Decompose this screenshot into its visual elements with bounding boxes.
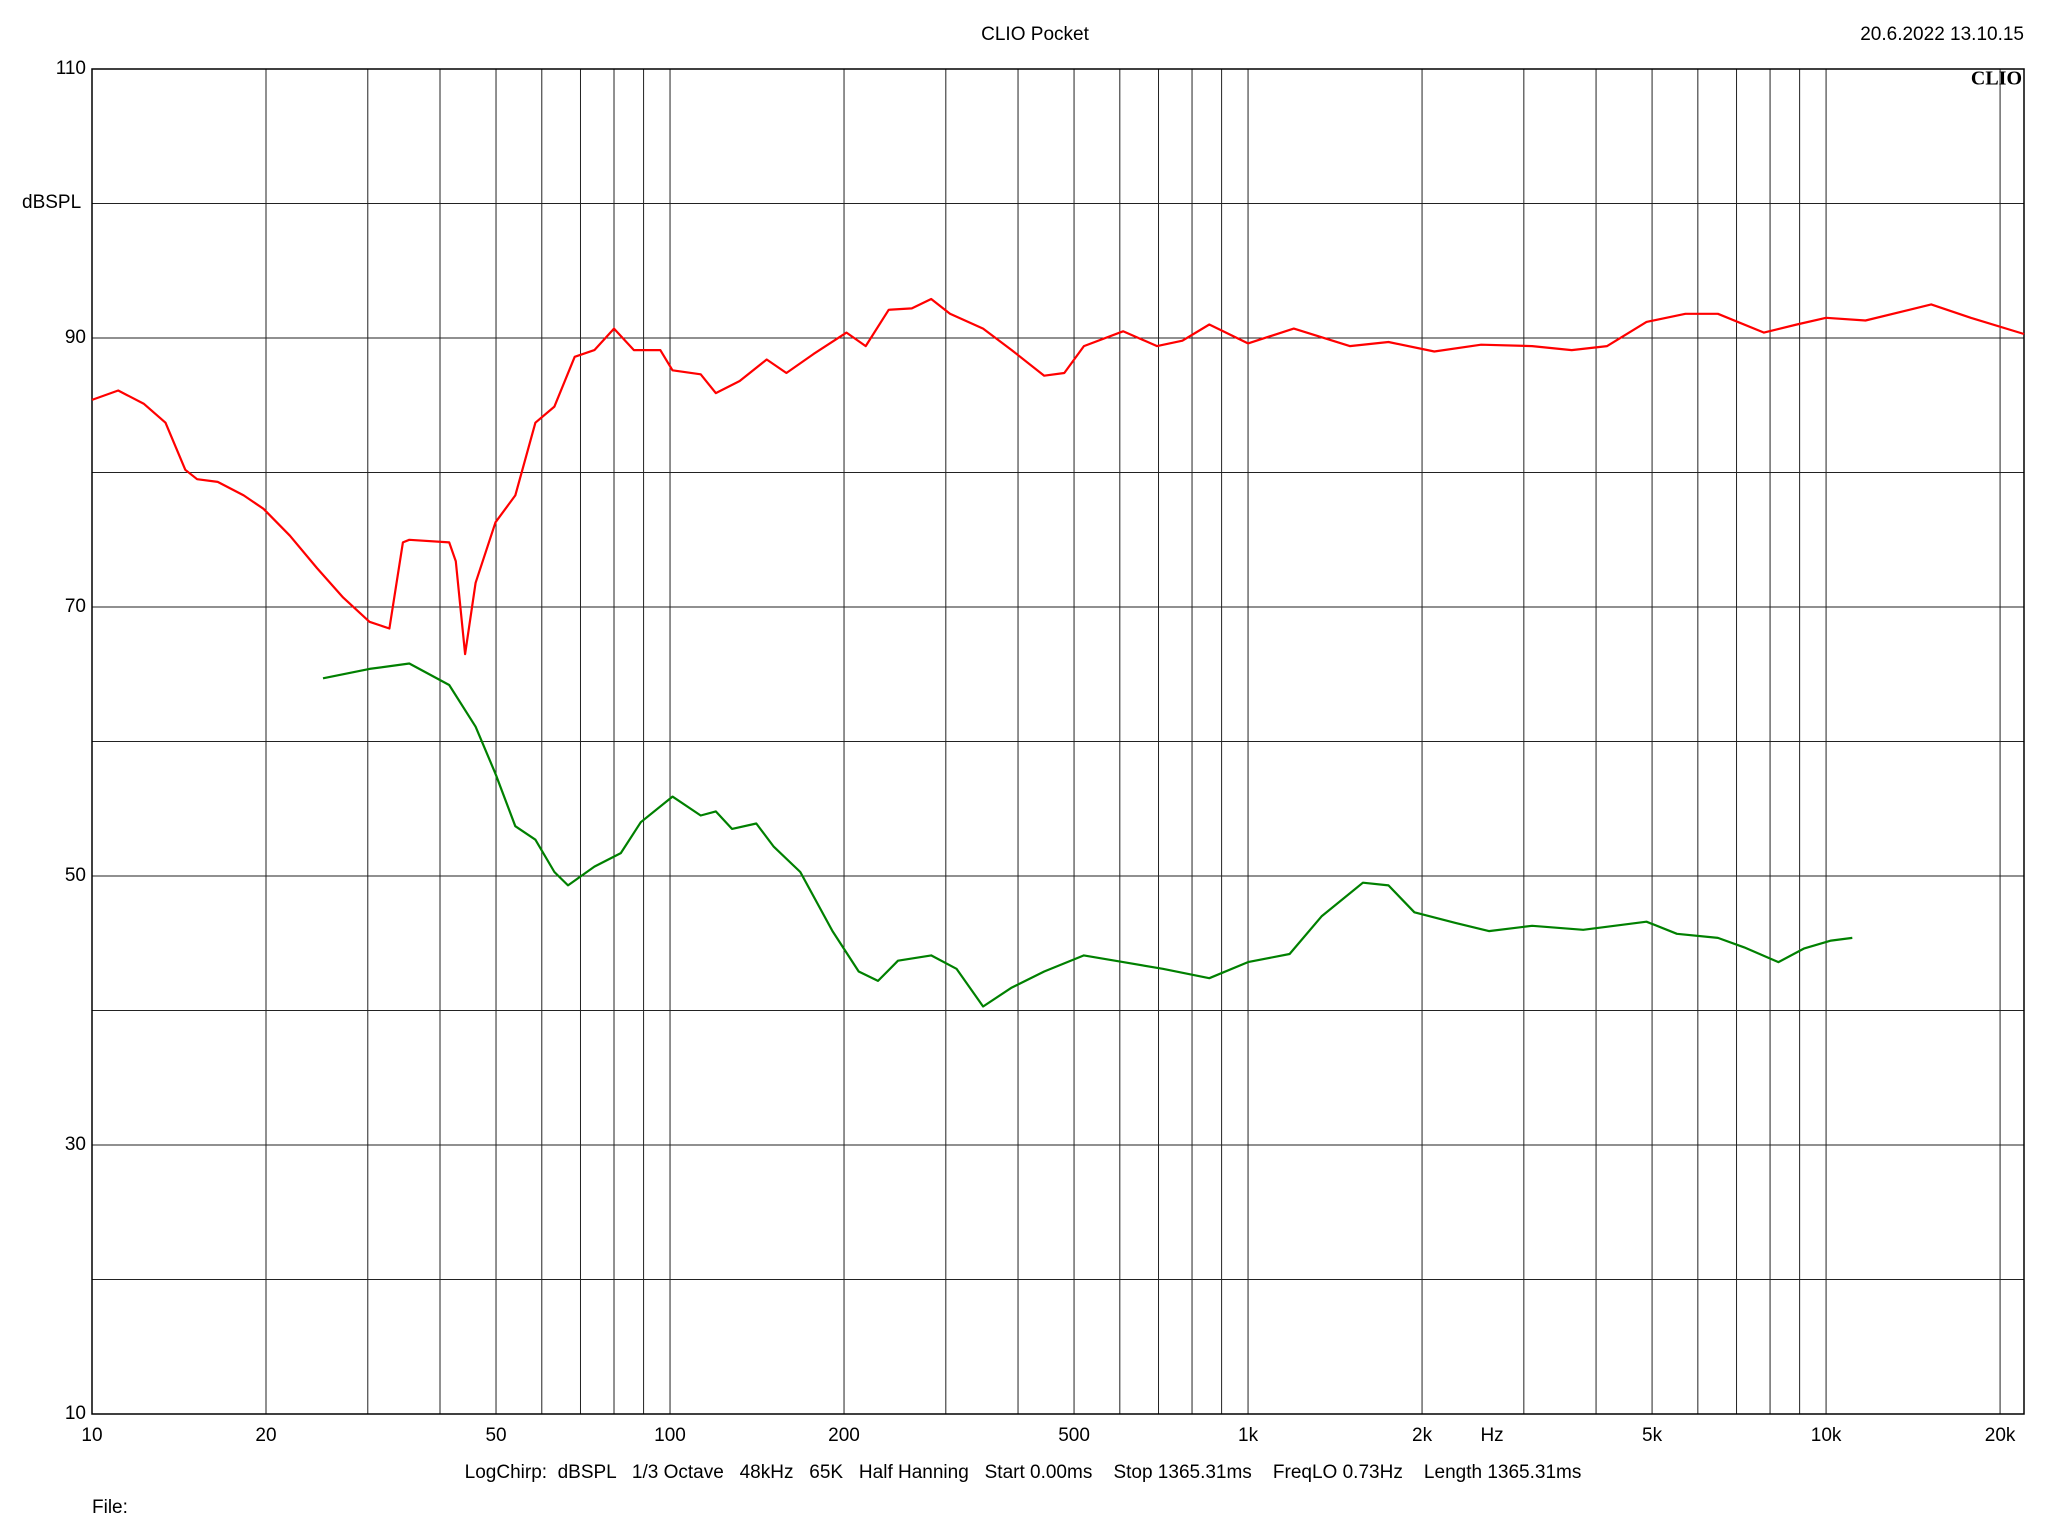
y-axis-unit: dBSPL [22,192,81,213]
y-tick-label: 30 [65,1134,86,1155]
series-line [322,662,1853,1008]
x-tick-label: 5k [1642,1425,1663,1446]
x-tick-label: 20 [255,1425,276,1446]
x-tick-label: 200 [828,1425,860,1446]
plot-frame [91,68,2025,1415]
settings-line: LogChirp: dBSPL 1/3 Octave 48kHz 65K Hal… [465,1462,1582,1483]
y-tick-label: 50 [65,865,86,886]
y-tick-label: 70 [65,596,86,617]
y-tick-label: 110 [56,58,86,79]
series-line [91,297,2025,656]
x-tick-label: 50 [485,1425,506,1446]
x-tick-label: 1k [1238,1425,1259,1446]
file-label: File: [92,1497,128,1518]
logo: CLIO [1971,68,2022,90]
x-axis-unit: Hz [1480,1425,1503,1446]
y-tick-label: 90 [65,327,86,348]
y-tick-label: 10 [65,1403,86,1424]
x-tick-label: 10 [81,1425,102,1446]
x-tick-label: 2k [1412,1425,1433,1446]
x-tick-label: 500 [1058,1425,1090,1446]
timestamp: 20.6.2022 13.10.15 [1860,24,2024,45]
x-tick-label: 100 [654,1425,686,1446]
chart-title: CLIO Pocket [981,24,1089,45]
x-tick-label: 20k [1985,1425,2016,1446]
x-tick-label: 10k [1811,1425,1842,1446]
